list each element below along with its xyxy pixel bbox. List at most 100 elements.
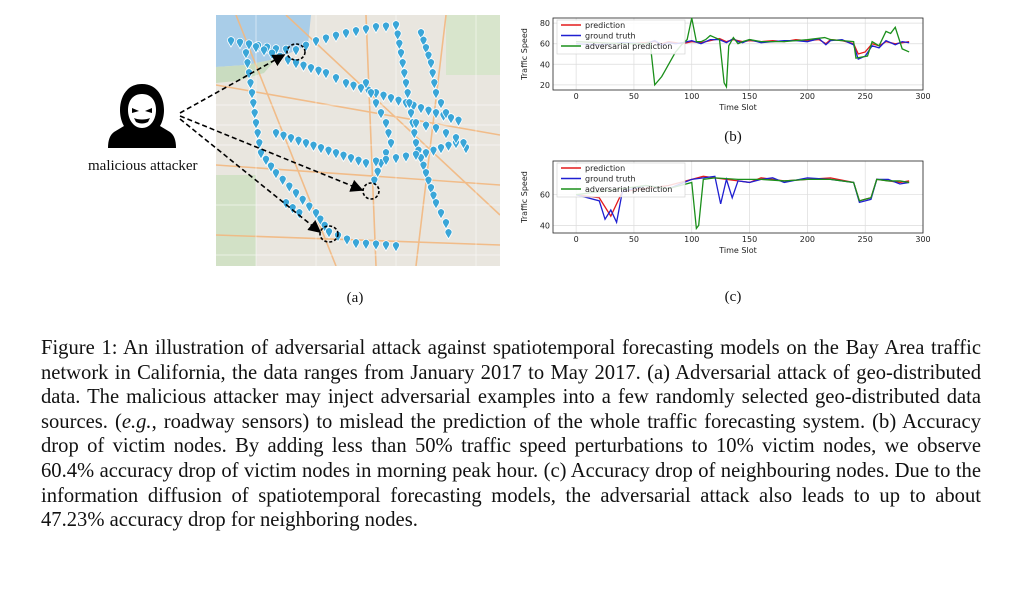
x-tick-label: 150 (742, 235, 757, 244)
x-tick-label: 0 (574, 235, 579, 244)
y-tick-label: 60 (540, 191, 550, 200)
panel-label-a: (a) (346, 290, 364, 306)
sensor-pin-icon (342, 28, 350, 40)
sensor-pin-icon (412, 138, 420, 150)
sensor-pin-icon (424, 105, 433, 118)
sensor-pin-icon (282, 198, 290, 210)
sensor-pin-icon (427, 183, 435, 195)
figure-caption: Figure 1: An illustration of adversarial… (41, 336, 981, 533)
sensor-pin-icon (417, 28, 425, 40)
sensor-pin-icon (424, 50, 433, 63)
chart-neighbour-nodes: 0 50 100 150 200 250 300 40 60 prediction ground t… (520, 160, 931, 255)
sensor-pin-icon (288, 203, 297, 215)
sensor-pin-icon (422, 148, 430, 160)
plot-frame (552, 17, 924, 91)
victim-circle (286, 43, 306, 61)
sensor-pin-icon (322, 68, 330, 80)
sensor-pin-icon (429, 190, 438, 203)
attacker-label: malicious attacker (88, 158, 198, 174)
caption-eg: e.g. (121, 410, 152, 433)
sensor-pin-icon (400, 68, 409, 80)
sensor-pin-icon (402, 151, 410, 164)
sensor-pin-icon (352, 238, 360, 250)
legend-entry: prediction (585, 21, 625, 30)
sensor-pin-icon (307, 63, 315, 75)
series-line-3 (576, 17, 910, 90)
x-tick-label: 200 (800, 235, 815, 244)
sensor-pin-icon (367, 88, 375, 100)
sensor-pin-icon (372, 22, 380, 34)
sensor-pin-icon (424, 175, 433, 188)
x-tick-label: 100 (684, 92, 699, 101)
legend-entry: prediction (585, 164, 625, 173)
sensor-pin-icon (362, 158, 370, 170)
sensor-pin-icon (343, 234, 351, 247)
sensor-pin-icon (442, 128, 450, 140)
caption-label: Figure 1: (41, 337, 118, 359)
caption-text: An illustration of adversarial attack ag… (41, 337, 981, 433)
sensor-pin-icon (393, 29, 402, 42)
sensor-pin-icon (332, 73, 340, 85)
sensor-pin-icon (322, 33, 330, 46)
sensor-pin-icon (294, 135, 303, 148)
sensor-pin-icon (452, 133, 460, 145)
sensor-pin-icon (325, 227, 333, 239)
sensor-pin-icon (314, 65, 323, 78)
sensor-pin-icon (444, 228, 453, 240)
sensor-pin-icon (285, 181, 294, 194)
sensor-pin-icon (417, 103, 425, 115)
legend-entry: ground truth (585, 32, 636, 41)
sensor-pin-icon (417, 153, 425, 165)
sensor-pin-icon (298, 194, 307, 207)
sensor-pin-icon (397, 48, 405, 60)
sensor-pin-icon (352, 26, 360, 38)
sensor-pin-icon (392, 20, 400, 32)
sensor-pin-icon (342, 78, 350, 90)
x-tick-label: 50 (629, 235, 639, 244)
sensor-pin-icon (384, 128, 393, 140)
hacker-icon (108, 84, 176, 148)
sensor-pin-icon (444, 140, 453, 153)
sensor-pin-icon (422, 120, 430, 133)
sensor-pin-icon (377, 108, 385, 120)
sensor-pin-icon (405, 98, 414, 110)
sensor-pin-icon (252, 42, 260, 54)
y-tick-label: 40 (540, 60, 550, 69)
x-tick-label: 200 (800, 92, 815, 101)
sensor-pin-icon (292, 45, 300, 57)
sensor-pin-icon (249, 98, 258, 110)
sensor-pin-icon (292, 188, 300, 200)
sensor-pin-icon (387, 93, 395, 105)
x-tick-label: 300 (915, 92, 930, 101)
sensor-pin-icon (354, 155, 363, 168)
x-tick-label: 300 (915, 235, 930, 244)
chart-victim-nodes: 0 50 100 150 200 250 300 20 40 60 80 prediction grou… (520, 17, 931, 112)
sensor-pin-icon (429, 145, 438, 158)
legend-entry: adversarial prediction (585, 42, 672, 51)
sensor-pin-icon (362, 78, 370, 90)
sensor-pin-icon (432, 198, 440, 210)
sensor-pin-icon (379, 90, 388, 103)
sensor-pin-icon (437, 143, 445, 155)
plot-frame (552, 160, 924, 234)
x-tick-label: 250 (858, 92, 873, 101)
sensor-pins (227, 20, 470, 253)
sensor-pin-icon (382, 148, 390, 160)
y-tick-label: 60 (540, 40, 550, 49)
sensor-pin-icon (236, 37, 244, 50)
sensor-pin-icon (430, 78, 439, 90)
x-tick-label: 0 (574, 92, 579, 101)
attack-arrows (179, 54, 364, 234)
sensor-pin-icon (419, 35, 428, 48)
y-tick-label: 40 (540, 221, 550, 230)
sensor-pin-icon (373, 166, 382, 179)
sensor-pin-icon (382, 154, 390, 167)
sensor-pin-icon (245, 39, 253, 51)
sensor-pin-icon (279, 130, 288, 143)
sensor-pin-icon (437, 98, 445, 110)
x-tick-label: 100 (684, 235, 699, 244)
sensor-pin-icon (427, 58, 435, 70)
sensor-pin-icon (432, 123, 440, 135)
sensor-pin-icon (312, 36, 320, 48)
sensor-pin-icon (387, 138, 395, 150)
